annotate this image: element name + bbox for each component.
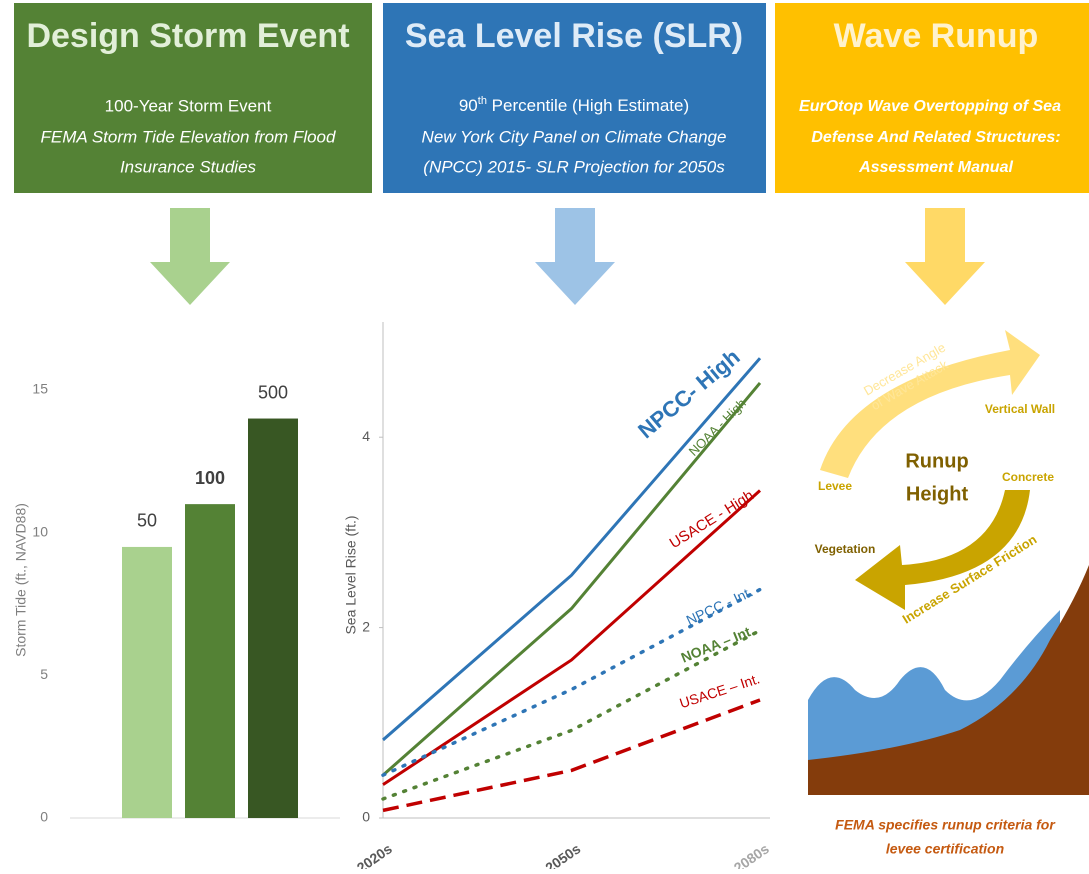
x-tick-label: 2080s: [731, 840, 772, 869]
y-tick-label: 0: [362, 809, 370, 825]
arrow: [150, 208, 230, 305]
bar: [248, 418, 298, 818]
y-tick-label: 15: [32, 381, 48, 397]
arrow: [905, 208, 985, 305]
y-axis-label: Sea Level Rise (ft.): [343, 515, 359, 634]
diagram-label: Height: [906, 483, 969, 505]
series-label: NOAA - High: [686, 396, 749, 459]
series-label: NOAA – Int.: [679, 622, 757, 666]
series-line: [382, 698, 761, 813]
panel-blue: [383, 3, 766, 193]
bar-label: 500: [258, 382, 288, 402]
panel-text: Insurance Studies: [120, 157, 257, 176]
series-line: [382, 489, 762, 786]
panel-yellow: [775, 3, 1089, 193]
y-tick-label: 2: [362, 618, 370, 634]
panel-title: Wave Runup: [834, 17, 1039, 55]
panel-title: Design Storm Event: [26, 17, 349, 55]
series-label: NPCC - Int.: [684, 583, 756, 628]
y-tick-label: 0: [40, 809, 48, 825]
panel-text: FEMA Storm Tide Elevation from Flood: [41, 127, 336, 146]
series-label: USACE – Int.: [678, 670, 762, 711]
panel-text: New York City Panel on Climate Change: [422, 127, 727, 146]
bar-label: 100: [195, 468, 225, 488]
x-tick-label: 2020s: [354, 840, 395, 869]
y-tick-label: 4: [362, 428, 370, 444]
series-line: [381, 587, 762, 777]
bar: [185, 504, 235, 818]
panel-green: [14, 3, 372, 193]
panel-text: 100-Year Storm Event: [105, 96, 272, 115]
y-tick-label: 5: [40, 666, 48, 682]
diagram-footer: FEMA specifies runup criteria for: [835, 817, 1056, 833]
diagram-label: Runup: [905, 450, 968, 472]
panel-text: Defense And Related Structures:: [811, 129, 1060, 146]
series-line: [382, 357, 762, 742]
diagram-label: Levee: [818, 479, 852, 493]
bar: [122, 546, 172, 818]
panel-text: (NPCC) 2015- SLR Projection for 2050s: [423, 157, 725, 176]
y-tick-label: 10: [32, 523, 48, 539]
diagram-label: Vegetation: [815, 542, 876, 556]
panel-text: 90th Percentile (High Estimate): [459, 95, 689, 116]
curved-arrow: [855, 490, 1030, 610]
diagram-footer: levee certification: [886, 841, 1004, 857]
panel-title: Sea Level Rise (SLR): [405, 17, 743, 55]
arrow: [535, 208, 615, 305]
y-axis-label: Storm Tide (ft., NAVD88): [13, 503, 29, 657]
x-tick-label: 2050s: [542, 840, 583, 869]
series-line: [382, 381, 762, 777]
series-line: [381, 628, 762, 801]
diagram-label: Concrete: [1002, 470, 1054, 484]
curved-arrow: [820, 330, 1040, 478]
shore: [808, 565, 1089, 795]
superscript: th: [478, 95, 487, 107]
panel-text: Assessment Manual: [858, 159, 1013, 176]
text-part: Percentile (High Estimate): [487, 96, 689, 115]
diagram-label: Vertical Wall: [985, 402, 1055, 416]
text-part: 90: [459, 96, 478, 115]
bar-label: 50: [137, 511, 157, 531]
series-label: USACE - High: [667, 487, 757, 552]
panel-text: EurOtop Wave Overtopping of Sea: [799, 98, 1061, 115]
